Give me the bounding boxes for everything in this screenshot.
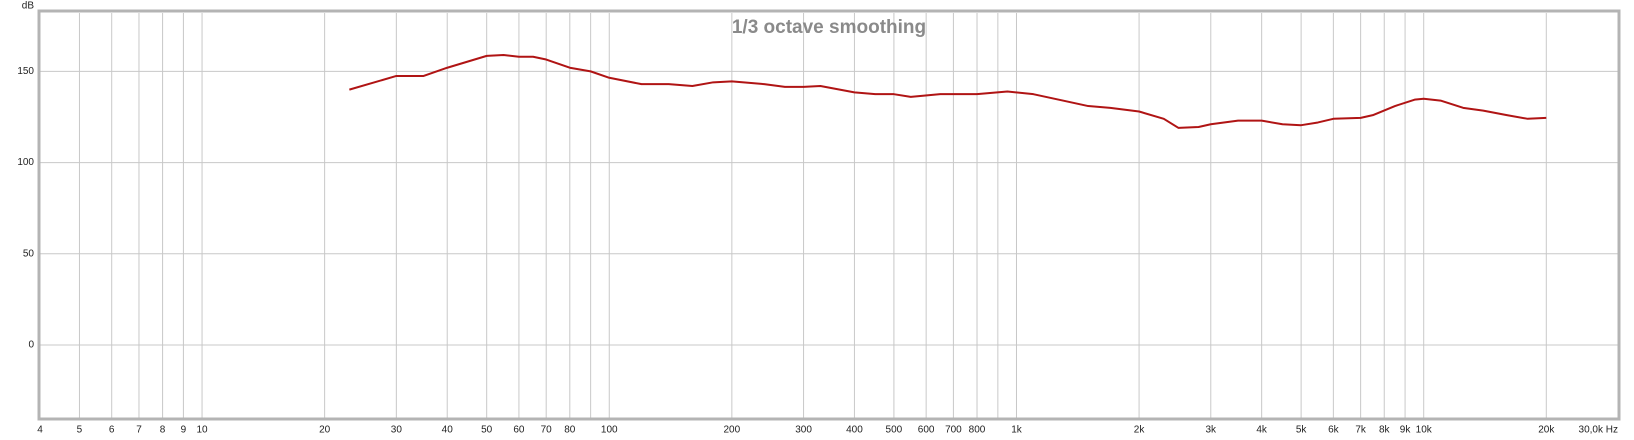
x-tick-label: 6 [109, 425, 115, 436]
y-tick-label: 50 [23, 248, 35, 259]
x-tick-label: 20k [1538, 425, 1555, 436]
x-tick-label: 4k [1256, 425, 1268, 436]
y-tick-label: 100 [17, 157, 34, 168]
plot-frame [37, 9, 1621, 421]
x-tick-label: 9k [1400, 425, 1412, 436]
x-tick-label: 30,0k Hz [1579, 425, 1618, 436]
x-tick-label: 700 [945, 425, 962, 436]
data-line [349, 53, 1547, 129]
x-tick-label: 300 [795, 425, 812, 436]
x-tick-label: 8k [1379, 425, 1391, 436]
x-tick-label: 5k [1296, 425, 1308, 436]
x-tick-label: 5 [77, 425, 83, 436]
x-tick-label: 7k [1355, 425, 1367, 436]
x-tick-label: 500 [886, 425, 903, 436]
x-tick-label: 800 [969, 425, 986, 436]
x-tick-label: 10 [196, 425, 208, 436]
x-tick-label: 3k [1205, 425, 1217, 436]
x-tick-label: 70 [541, 425, 553, 436]
x-tick-label: 60 [513, 425, 525, 436]
x-tick-label: 40 [442, 425, 454, 436]
x-tick-label: 6k [1328, 425, 1340, 436]
x-tick-label: 80 [564, 425, 576, 436]
x-tick-label: 30 [391, 425, 403, 436]
x-tick-label: 100 [601, 425, 618, 436]
x-tick-label: 600 [918, 425, 935, 436]
x-tick-label: 50 [481, 425, 493, 436]
chart-title: 1/3 octave smoothing [732, 17, 926, 38]
x-tick-label: 10k [1416, 425, 1433, 436]
y-tick-label: 0 [28, 340, 34, 351]
x-tick-label: 2k [1134, 425, 1146, 436]
x-tick-label: 1k [1011, 425, 1023, 436]
x-tick-label: 7 [136, 425, 142, 436]
x-tick-label: 400 [846, 425, 863, 436]
x-tick-label: 20 [319, 425, 331, 436]
x-tick-label: 200 [724, 425, 741, 436]
x-tick-label: 4 [37, 425, 43, 436]
x-tick-label: 9 [181, 425, 187, 436]
y-tick-label: 150 [17, 66, 34, 77]
x-tick-label: 8 [160, 425, 166, 436]
y-axis-label: dB [22, 1, 35, 12]
